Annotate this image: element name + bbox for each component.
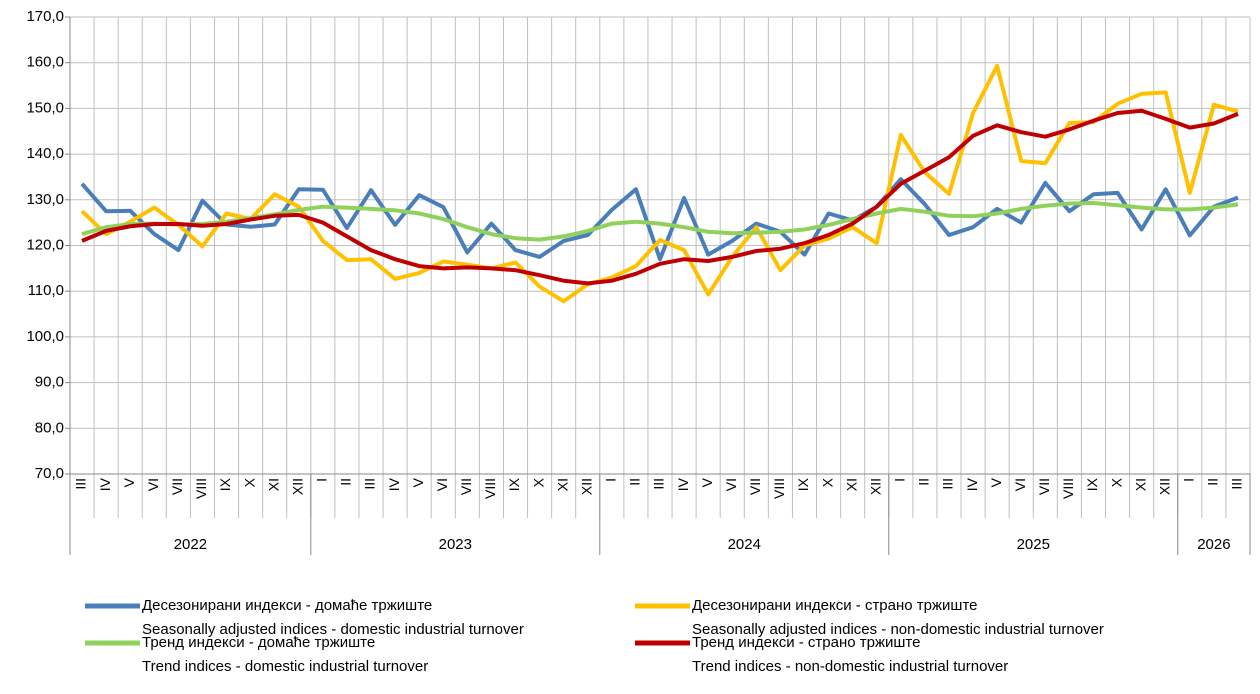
x-tick-label: XII (867, 478, 883, 495)
x-tick-label: X (530, 477, 546, 487)
x-tick-label: VI (1012, 478, 1028, 491)
legend-label: Тренд индекси - домаће тржиште (142, 634, 375, 651)
x-tick-label: IV (97, 477, 113, 491)
legend-label-en: Seasonally adjusted indices - domestic i… (142, 621, 524, 638)
legend-label: Десезонирани индекси - домаће тржиште (142, 597, 432, 614)
series-line (81, 108, 1239, 286)
x-tick-label: VIII (193, 478, 209, 499)
x-tick-label: XII (289, 478, 305, 495)
x-tick-label: I (1180, 478, 1196, 482)
x-tick-label: XI (554, 478, 570, 491)
y-tick-label: 90,0 (35, 374, 64, 391)
x-tick-label: IX (1084, 477, 1100, 491)
x-tick-label: IV (386, 477, 402, 491)
x-tick-label: X (241, 477, 257, 487)
x-tick-label: VIII (771, 478, 787, 499)
x-tick-label: III (73, 478, 89, 490)
x-group-label: 2026 (1197, 536, 1230, 553)
y-tick-label: 150,0 (26, 99, 64, 116)
y-tick-label: 110,0 (28, 282, 64, 299)
x-tick-label: VIII (1060, 478, 1076, 499)
x-tick-label: II (627, 478, 643, 486)
legend-label: Десезонирани индекси - страно тржиште (692, 597, 978, 614)
x-tick-label: II (1205, 478, 1221, 486)
series-line (80, 177, 1239, 262)
x-tick-label: III (362, 478, 378, 490)
x-tick-label: X (1108, 477, 1124, 487)
x-tick-label: I (603, 478, 619, 482)
x-tick-label: XI (265, 478, 281, 491)
x-tick-label: III (651, 478, 667, 490)
x-tick-label: II (916, 478, 932, 486)
x-tick-label: IX (217, 477, 233, 491)
y-tick-label: 80,0 (35, 419, 64, 436)
x-tick-label: I (314, 478, 330, 482)
y-tick-label: 100,0 (26, 328, 64, 345)
x-tick-label: VII (458, 478, 474, 495)
legend-label-en: Trend indices - domestic industrial turn… (142, 658, 428, 675)
y-tick-label: 130,0 (26, 191, 64, 208)
y-tick-label: 160,0 (26, 54, 64, 71)
x-tick-label: XI (843, 478, 859, 491)
x-group-label: 2023 (439, 536, 472, 553)
y-tick-label: 70,0 (35, 465, 64, 482)
legend-label: Тренд индекси - страно тржиште (692, 634, 920, 651)
x-tick-label: V (410, 477, 426, 487)
x-tick-label: V (121, 477, 137, 487)
x-tick-label: XII (578, 478, 594, 495)
x-group-label: 2024 (728, 536, 761, 553)
x-tick-label: VI (434, 478, 450, 491)
y-tick-label: 140,0 (26, 145, 64, 162)
x-tick-label: IX (506, 477, 522, 491)
x-tick-label: V (988, 477, 1004, 487)
x-tick-label: VI (145, 478, 161, 491)
x-group-label: 2022 (174, 536, 207, 553)
x-tick-label: VII (747, 478, 763, 495)
x-tick-label: X (819, 477, 835, 487)
x-tick-label: II (338, 478, 354, 486)
x-tick-label: XII (1156, 478, 1172, 495)
x-tick-label: VI (723, 478, 739, 491)
x-tick-label: III (940, 478, 956, 490)
x-tick-label: V (699, 477, 715, 487)
x-tick-label: XI (1132, 478, 1148, 491)
x-group-label: 2025 (1017, 536, 1050, 553)
x-tick-label: VII (169, 478, 185, 495)
legend-label-en: Trend indices - non-domestic industrial … (692, 658, 1008, 675)
x-tick-label: IV (964, 477, 980, 491)
x-tick-label: IX (795, 477, 811, 491)
x-tick-label: IV (675, 477, 691, 491)
legend-label-en: Seasonally adjusted indices - non-domest… (692, 621, 1104, 638)
x-tick-label: VIII (482, 478, 498, 499)
x-tick-label: VII (1036, 478, 1052, 495)
y-tick-label: 120,0 (26, 236, 64, 253)
x-tick-label: III (1229, 478, 1245, 490)
x-tick-label: I (892, 478, 908, 482)
y-tick-label: 170,0 (26, 8, 64, 25)
series-line (80, 63, 1239, 304)
